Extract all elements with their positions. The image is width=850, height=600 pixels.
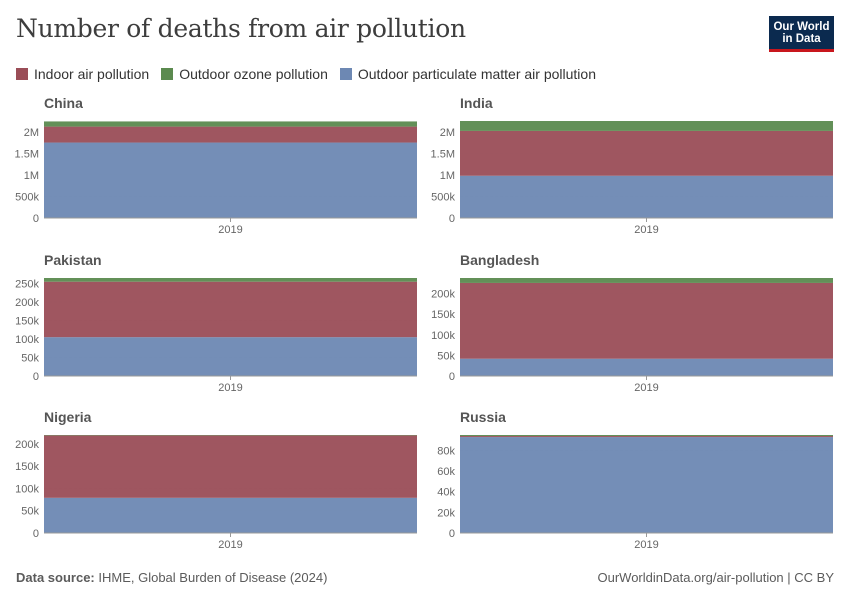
area-russia-1: [460, 436, 833, 438]
panel-title-nigeria: Nigeria: [44, 409, 92, 425]
data-source-label: Data source:: [16, 570, 95, 585]
xtick-bangladesh: 2019: [634, 382, 658, 394]
ytick-nigeria-4: 200k: [15, 439, 39, 451]
logo-line-1: Our World: [773, 21, 830, 33]
area-nigeria-0: [44, 497, 417, 533]
logo-line-2: in Data: [782, 33, 821, 45]
ytick-pakistan-2: 100k: [15, 334, 39, 346]
area-pakistan-1: [44, 281, 417, 338]
panel-pakistan: Pakistan 0 50k 100k 150k 200k 250k 2019: [15, 252, 417, 394]
ytick-russia-1: 20k: [437, 507, 455, 519]
ytick-bangladesh-3: 150k: [431, 309, 455, 321]
xtick-pakistan: 2019: [218, 382, 242, 394]
area-china-0: [44, 142, 417, 218]
legend-item-indoor[interactable]: Indoor air pollution: [16, 66, 149, 82]
ytick-bangladesh-4: 200k: [431, 289, 455, 301]
ytick-pakistan-4: 200k: [15, 297, 39, 309]
area-pakistan-2: [44, 278, 417, 282]
ytick-india-2: 1M: [440, 170, 455, 182]
legend-label-particulate: Outdoor particulate matter air pollution: [357, 66, 596, 82]
data-source-text[interactable]: IHME, Global Burden of Disease (2024): [98, 570, 328, 585]
area-russia-0: [460, 437, 833, 533]
panel-russia: Russia 0 20k 40k 60k 80k 2019: [437, 409, 833, 551]
area-china-1: [44, 126, 417, 143]
area-india-1: [460, 130, 833, 176]
ytick-nigeria-0: 0: [33, 528, 39, 540]
panel-title-russia: Russia: [460, 409, 506, 425]
legend-item-particulate[interactable]: Outdoor particulate matter air pollution: [339, 66, 596, 82]
area-india-0: [460, 175, 833, 218]
legend-item-ozone[interactable]: Outdoor ozone pollution: [161, 66, 328, 82]
panel-title-bangladesh: Bangladesh: [460, 252, 539, 268]
xtick-china: 2019: [218, 224, 242, 236]
footer-link[interactable]: OurWorldinData.org/air-pollution | CC BY: [597, 570, 834, 585]
panel-nigeria: Nigeria 0 50k 100k 150k 200k 2019: [15, 409, 417, 551]
owid-logo[interactable]: Our World in Data: [769, 16, 834, 52]
panel-india: India 0 500k 1M 1.5M 2M 2019: [431, 95, 833, 236]
ytick-china-1: 500k: [15, 191, 39, 203]
ytick-china-4: 2M: [24, 127, 39, 139]
ytick-china-3: 1.5M: [15, 148, 39, 160]
ytick-russia-4: 80k: [437, 445, 455, 457]
ytick-russia-0: 0: [449, 528, 455, 540]
ytick-nigeria-2: 100k: [15, 483, 39, 495]
ytick-india-3: 1.5M: [431, 148, 455, 160]
ytick-bangladesh-1: 50k: [437, 350, 455, 362]
legend-swatch-ozone: [161, 68, 174, 80]
panel-title-china: China: [44, 95, 83, 111]
ytick-nigeria-1: 50k: [21, 506, 39, 518]
legend: Indoor air pollution Outdoor ozone pollu…: [16, 66, 608, 82]
xtick-russia: 2019: [634, 539, 658, 551]
xtick-nigeria: 2019: [218, 539, 242, 551]
ytick-china-2: 1M: [24, 170, 39, 182]
ytick-china-0: 0: [33, 213, 39, 225]
area-bangladesh-0: [460, 358, 833, 376]
panel-bangladesh: Bangladesh 0 50k 100k 150k 200k 2019: [431, 252, 833, 394]
ytick-india-4: 2M: [440, 127, 455, 139]
area-pakistan-0: [44, 337, 417, 376]
panel-title-india: India: [460, 95, 493, 111]
ytick-bangladesh-0: 0: [449, 371, 455, 383]
chart-title: Number of deaths from air pollution: [16, 14, 466, 43]
data-source: Data source: IHME, Global Burden of Dise…: [16, 570, 327, 585]
legend-label-ozone: Outdoor ozone pollution: [179, 66, 328, 82]
ytick-india-1: 500k: [431, 191, 455, 203]
area-russia-2: [460, 435, 833, 437]
area-bangladesh-1: [460, 282, 833, 359]
ytick-india-0: 0: [449, 213, 455, 225]
panel-title-pakistan: Pakistan: [44, 252, 102, 268]
xtick-india: 2019: [634, 224, 658, 236]
legend-swatch-indoor: [16, 68, 28, 80]
ytick-pakistan-3: 150k: [15, 316, 39, 328]
ytick-pakistan-5: 250k: [15, 279, 39, 291]
area-china-2: [44, 121, 417, 127]
ytick-russia-2: 40k: [437, 487, 455, 499]
panel-china: China 0 500k 1M 1.5M 2M 2019: [15, 95, 417, 236]
ytick-russia-3: 60k: [437, 466, 455, 478]
ytick-pakistan-0: 0: [33, 371, 39, 383]
area-nigeria-1: [44, 435, 417, 498]
legend-swatch-particulate: [339, 68, 352, 80]
area-bangladesh-2: [460, 278, 833, 283]
area-india-2: [460, 121, 833, 131]
ytick-bangladesh-2: 100k: [431, 330, 455, 342]
ytick-pakistan-1: 50k: [21, 353, 39, 365]
ytick-nigeria-3: 150k: [15, 461, 39, 473]
legend-label-indoor: Indoor air pollution: [34, 66, 150, 82]
